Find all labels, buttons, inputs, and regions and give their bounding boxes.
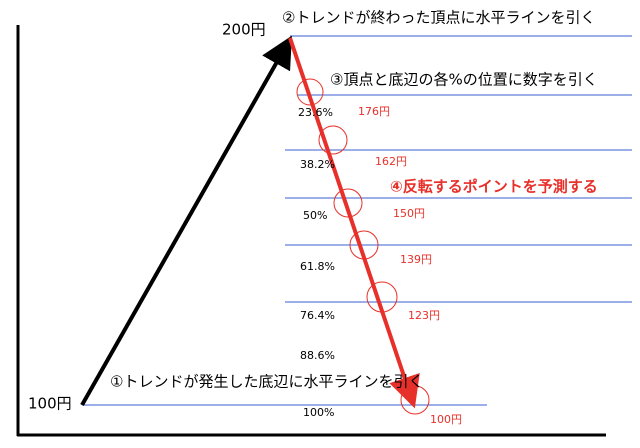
price-labels: 176円 162円 150円 139円 123円 100円 bbox=[358, 105, 462, 426]
percent: 88.6% bbox=[300, 349, 335, 362]
retrace-arrow bbox=[288, 37, 420, 409]
level-lines bbox=[82, 35, 632, 406]
price: 176円 bbox=[358, 105, 390, 118]
percent: 61.8% bbox=[300, 260, 335, 273]
price: 162円 bbox=[375, 155, 407, 168]
step-3: ③頂点と底辺の各%の位置に数字を引く bbox=[330, 71, 598, 89]
percent: 38.2% bbox=[300, 158, 335, 171]
step-2: ②トレンドが終わった頂点に水平ラインを引く bbox=[282, 9, 595, 27]
percent: 50% bbox=[303, 209, 327, 222]
step-1: ①トレンドが発生した底辺に水平ラインを引く bbox=[110, 373, 423, 391]
axes bbox=[16, 25, 606, 437]
percent: 100% bbox=[303, 406, 334, 419]
price: 139円 bbox=[400, 253, 432, 266]
reversal-circles bbox=[296, 78, 430, 415]
percent: 23.6% bbox=[298, 106, 333, 119]
percent-labels: 23.6% 38.2% 50% 61.8% 76.4% 88.6% 100% bbox=[298, 106, 335, 419]
price: 100円 bbox=[430, 413, 462, 426]
step-4: ④反転するポイントを予測する bbox=[390, 178, 598, 196]
percent: 76.4% bbox=[300, 309, 335, 322]
bottom-price: 100円 bbox=[28, 395, 72, 413]
price: 150円 bbox=[393, 207, 425, 220]
uptrend-arrow bbox=[80, 35, 292, 406]
price: 123円 bbox=[408, 309, 440, 322]
top-price: 200円 bbox=[222, 21, 266, 39]
